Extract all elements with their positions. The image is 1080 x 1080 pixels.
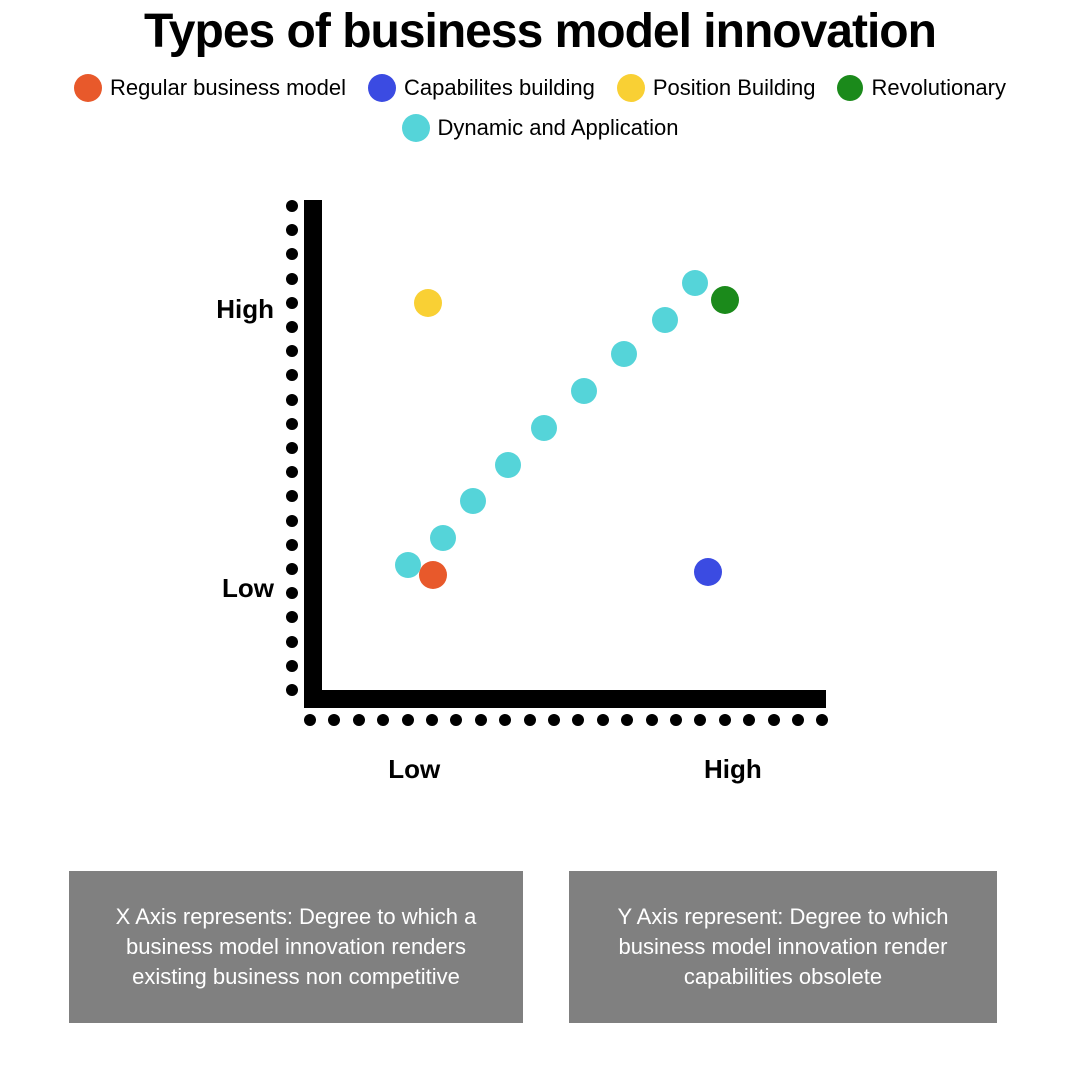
x-tick-dot <box>816 714 828 726</box>
y-tick-dot <box>286 321 298 333</box>
y-axis-caption-text: Y Axis represent: Degree to which busine… <box>591 902 975 991</box>
y-tick-dot <box>286 442 298 454</box>
x-axis <box>304 690 826 708</box>
x-tick-dot <box>572 714 584 726</box>
x-tick-dot <box>499 714 511 726</box>
legend-item: Dynamic and Application <box>402 114 679 142</box>
x-tick-dot <box>621 714 633 726</box>
x-tick-dot <box>450 714 462 726</box>
x-tick-dot <box>548 714 560 726</box>
x-tick-dot <box>524 714 536 726</box>
x-axis-caption: X Axis represents: Degree to which a bus… <box>69 871 523 1023</box>
x-tick-dot <box>646 714 658 726</box>
x-tick-dot <box>475 714 487 726</box>
legend: Regular business model Capabilites buildi… <box>0 74 1080 142</box>
y-tick-dot <box>286 394 298 406</box>
x-tick-dot <box>719 714 731 726</box>
y-tick-dot <box>286 200 298 212</box>
scatter-chart: HighLowLowHigh <box>304 200 826 708</box>
data-point <box>694 558 722 586</box>
data-point <box>531 415 557 441</box>
y-tick-dot <box>286 636 298 648</box>
y-tick-dot <box>286 466 298 478</box>
y-tick-dot <box>286 563 298 575</box>
legend-marker-icon <box>368 74 396 102</box>
y-tick-dot <box>286 515 298 527</box>
y-tick-dot <box>286 684 298 696</box>
y-tick-dot <box>286 224 298 236</box>
y-tick-dot <box>286 660 298 672</box>
x-tick-dot <box>328 714 340 726</box>
x-tick-dot <box>377 714 389 726</box>
y-axis-caption: Y Axis represent: Degree to which busine… <box>569 871 997 1023</box>
legend-item: Capabilites building <box>368 74 595 102</box>
data-point <box>414 289 442 317</box>
y-tick-dot <box>286 297 298 309</box>
data-point <box>571 378 597 404</box>
data-point <box>460 488 486 514</box>
data-point <box>682 270 708 296</box>
page-title: Types of business model innovation <box>0 4 1080 59</box>
y-axis <box>304 200 322 708</box>
y-tick-dot <box>286 369 298 381</box>
y-tick-dot <box>286 611 298 623</box>
data-point <box>611 341 637 367</box>
y-tick-dot <box>286 248 298 260</box>
x-tick-dot <box>597 714 609 726</box>
y-axis-label: High <box>216 294 274 325</box>
data-point <box>430 525 456 551</box>
x-tick-dot <box>304 714 316 726</box>
x-tick-dot <box>743 714 755 726</box>
legend-label: Capabilites building <box>404 75 595 101</box>
page: Types of business model innovation Regul… <box>0 0 1080 1080</box>
x-axis-caption-text: X Axis represents: Degree to which a bus… <box>91 902 501 991</box>
legend-marker-icon <box>617 74 645 102</box>
x-tick-dot <box>792 714 804 726</box>
x-tick-dot <box>768 714 780 726</box>
y-tick-dot <box>286 273 298 285</box>
legend-marker-icon <box>402 114 430 142</box>
y-tick-dot <box>286 345 298 357</box>
legend-marker-icon <box>837 75 863 101</box>
y-tick-dot <box>286 539 298 551</box>
legend-label: Position Building <box>653 75 816 101</box>
data-point <box>419 561 447 589</box>
y-axis-label: Low <box>222 573 274 604</box>
y-tick-dot <box>286 587 298 599</box>
data-point <box>495 452 521 478</box>
x-tick-dot <box>402 714 414 726</box>
x-tick-dot <box>670 714 682 726</box>
y-tick-dot <box>286 418 298 430</box>
legend-label: Regular business model <box>110 75 346 101</box>
data-point <box>395 552 421 578</box>
x-tick-dot <box>426 714 438 726</box>
x-axis-label: High <box>704 754 762 785</box>
legend-item: Regular business model <box>74 74 346 102</box>
x-axis-label: Low <box>388 754 440 785</box>
y-tick-dot <box>286 490 298 502</box>
x-tick-dot <box>694 714 706 726</box>
data-point <box>652 307 678 333</box>
legend-label: Dynamic and Application <box>438 115 679 141</box>
legend-item: Revolutionary <box>837 74 1006 102</box>
x-tick-dot <box>353 714 365 726</box>
data-point <box>711 286 739 314</box>
legend-label: Revolutionary <box>871 75 1006 101</box>
legend-marker-icon <box>74 74 102 102</box>
legend-item: Position Building <box>617 74 816 102</box>
